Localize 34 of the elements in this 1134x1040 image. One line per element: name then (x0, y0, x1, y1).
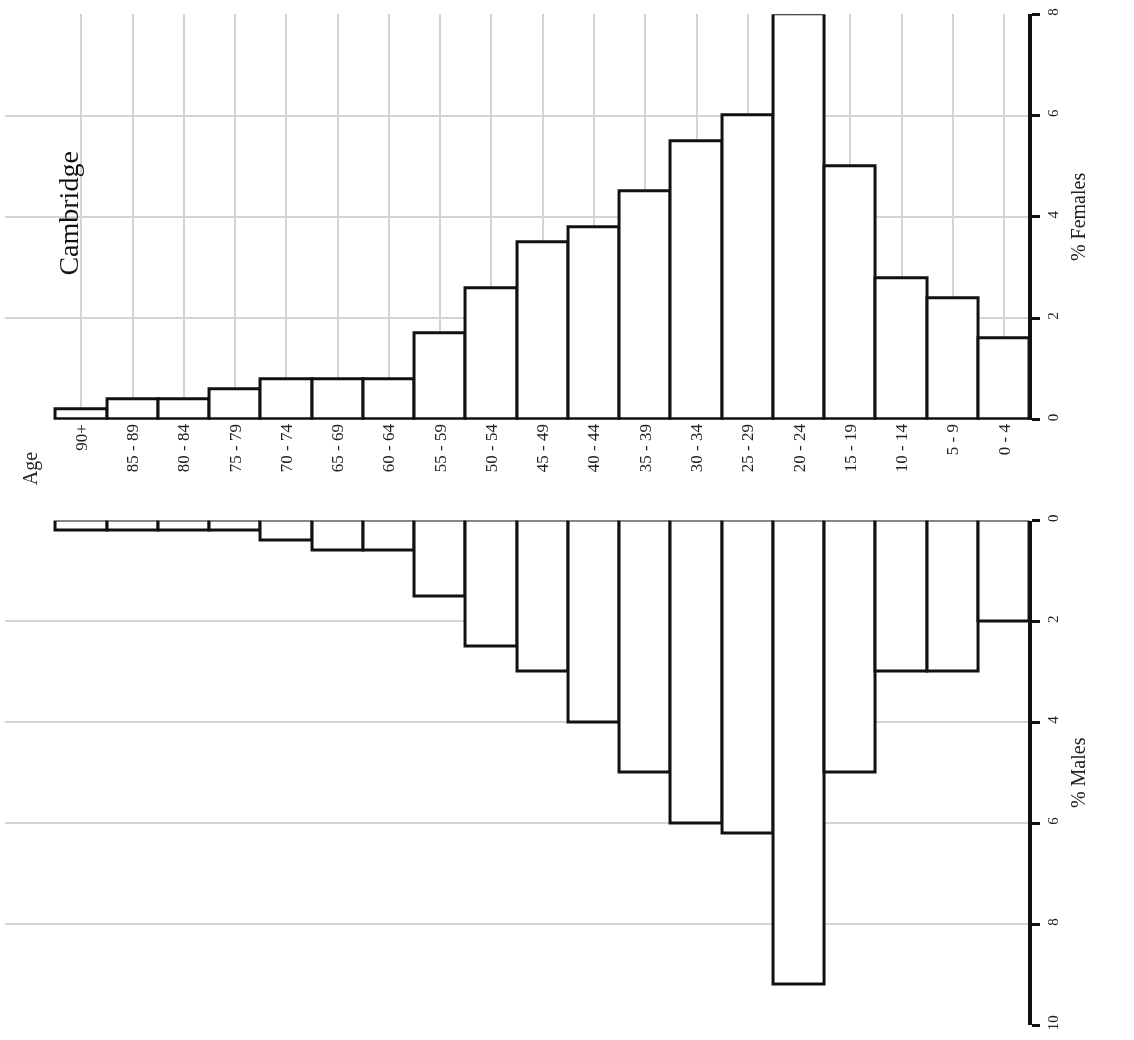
x-tick-label: 60 - 64 (379, 423, 399, 473)
y-tick-label: 2 (1044, 615, 1061, 623)
x-tick-label: 75 - 79 (225, 424, 245, 473)
y-tick-label: 6 (1044, 816, 1061, 825)
text: Cambridge (53, 151, 85, 276)
y-tick-label: 0 (1044, 413, 1061, 422)
x-tick-label: 90+ (71, 424, 91, 451)
y-tick-label: 6 (1044, 109, 1061, 118)
y-tick-label: 2 (1044, 312, 1061, 320)
x-tick-label: 25 - 29 (738, 424, 758, 473)
x-tick-label: 85 - 89 (123, 424, 143, 473)
x-tick-label: 10 - 14 (892, 423, 912, 473)
x-tick-label: 55 - 59 (430, 424, 450, 473)
x-tick-label: 40 - 44 (584, 423, 604, 473)
y-tick-label: 4 (1044, 210, 1061, 219)
x-tick-label: 0 - 4 (994, 423, 1014, 456)
x-tick-label: 15 - 19 (840, 424, 860, 473)
x-tick-label: 45 - 49 (533, 424, 553, 473)
y-axis-title: % Females (1066, 172, 1089, 262)
x-tick-label: 65 - 69 (328, 424, 348, 473)
x-tick-label: 70 - 74 (276, 423, 296, 473)
y-tick-label: 10 (1044, 1015, 1061, 1031)
x-tick-label: 80 - 84 (174, 423, 194, 473)
x-tick-label: 5 - 9 (943, 424, 963, 456)
x-tick-label: 50 - 54 (482, 423, 501, 473)
y-tick-label: 0 (1044, 514, 1061, 522)
y-tick-label: 8 (1044, 918, 1061, 926)
y-tick-label: 8 (1044, 8, 1061, 16)
x-tick-label: 30 - 34 (687, 423, 707, 473)
x-tick-label: 35 - 39 (635, 424, 655, 473)
y-tick-label: 4 (1044, 715, 1061, 724)
y-axis-title: % Males (1066, 737, 1089, 809)
x-tick-label: 20 - 24 (789, 423, 809, 473)
text: Age (19, 451, 43, 486)
